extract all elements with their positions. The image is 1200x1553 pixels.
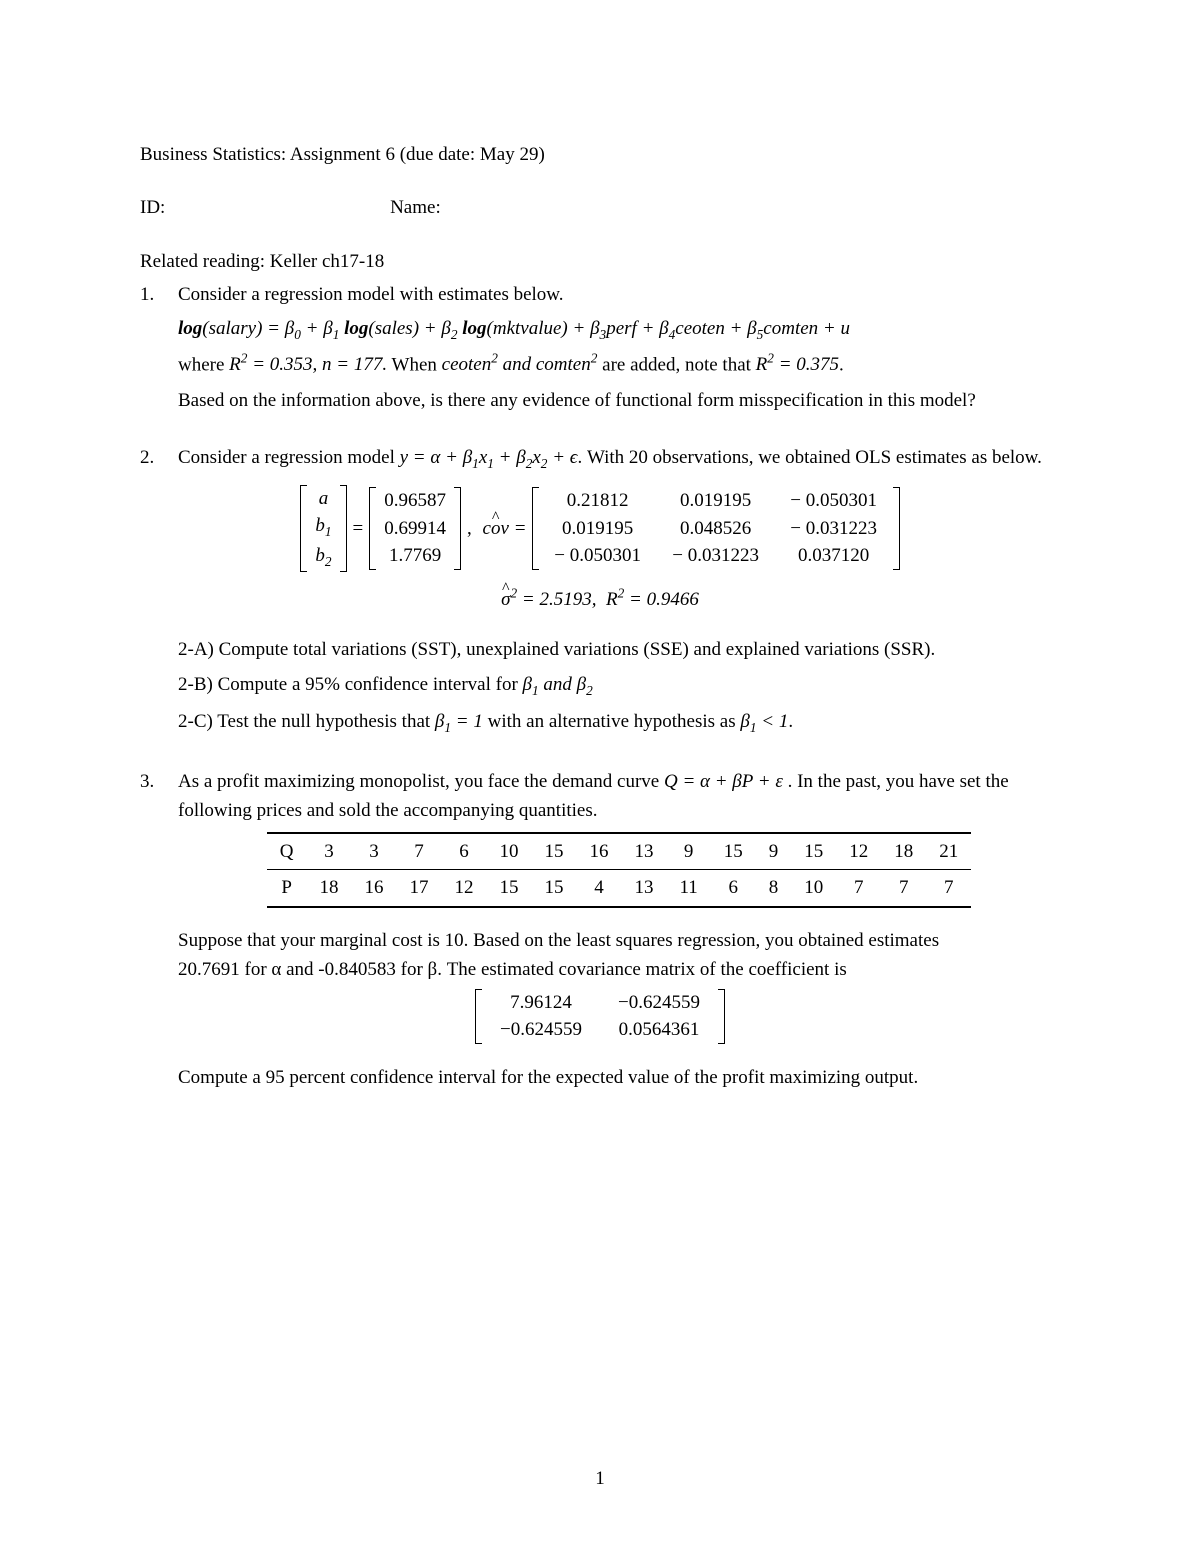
q1-line2: where R2 = 0.353, n = 177. When ceoten2 … bbox=[178, 349, 1060, 380]
question-2: 2. Consider a regression model y = α + β… bbox=[140, 443, 1060, 739]
q3-cov-matrix: 7.96124−0.624559 −0.6245590.0564361 bbox=[140, 989, 1060, 1054]
id-name-row: ID: Name: bbox=[140, 193, 1060, 222]
q3-p3: Compute a 95 percent confidence interval… bbox=[178, 1063, 1060, 1092]
id-label: ID: bbox=[140, 197, 165, 218]
q2-a: 2-A) Compute total variations (SST), une… bbox=[178, 635, 1060, 664]
q2-b: 2-B) Compute a 95% confidence interval f… bbox=[178, 670, 1060, 701]
q1-number: 1. bbox=[140, 280, 164, 309]
q2-sigma-line: σ2 = 2.5193, R2 = 0.9466 bbox=[140, 584, 1060, 615]
q3-p2b: 20.7691 for α and -0.840583 for β. The e… bbox=[178, 955, 1060, 984]
q1-line3: Based on the information above, is there… bbox=[178, 386, 1060, 415]
q2-number: 2. bbox=[140, 443, 164, 474]
question-1: 1. Consider a regression model with esti… bbox=[140, 280, 1060, 415]
q3-table-wrap: Q337610151613915915121821 P1816171215154… bbox=[178, 832, 1060, 908]
table-row: P181617121515413116810777 bbox=[267, 870, 972, 907]
q3-p2a: Suppose that your marginal cost is 10. B… bbox=[178, 926, 1060, 955]
q2-matrices: a b1 b2 = 0.96587 0.69914 1.7769 bbox=[140, 485, 1060, 572]
q1-lead: Consider a regression model with estimat… bbox=[178, 280, 1060, 309]
table-row: Q337610151613915915121821 bbox=[267, 833, 972, 870]
q3-lead-a: As a profit maximizing monopolist, you f… bbox=[178, 771, 664, 792]
related-reading: Related reading: Keller ch17-18 bbox=[140, 247, 1060, 276]
page: Business Statistics: Assignment 6 (due d… bbox=[0, 0, 1200, 1553]
q3-data-table: Q337610151613915915121821 P1816171215154… bbox=[267, 832, 972, 908]
q2-c: 2-C) Test the null hypothesis that β1 = … bbox=[178, 707, 1060, 738]
q1-equation: log(salary) = β0 + β1 log(sales) + β2 lo… bbox=[178, 314, 1060, 345]
q2-lead-a: Consider a regression model bbox=[178, 447, 400, 468]
question-3: 3. As a profit maximizing monopolist, yo… bbox=[140, 767, 1060, 1093]
q3-number: 3. bbox=[140, 767, 164, 826]
page-number: 1 bbox=[0, 1464, 1200, 1493]
q2-lead-b: . With 20 observations, we obtained OLS … bbox=[577, 447, 1041, 468]
name-label: Name: bbox=[390, 193, 441, 222]
doc-title: Business Statistics: Assignment 6 (due d… bbox=[140, 140, 1060, 169]
